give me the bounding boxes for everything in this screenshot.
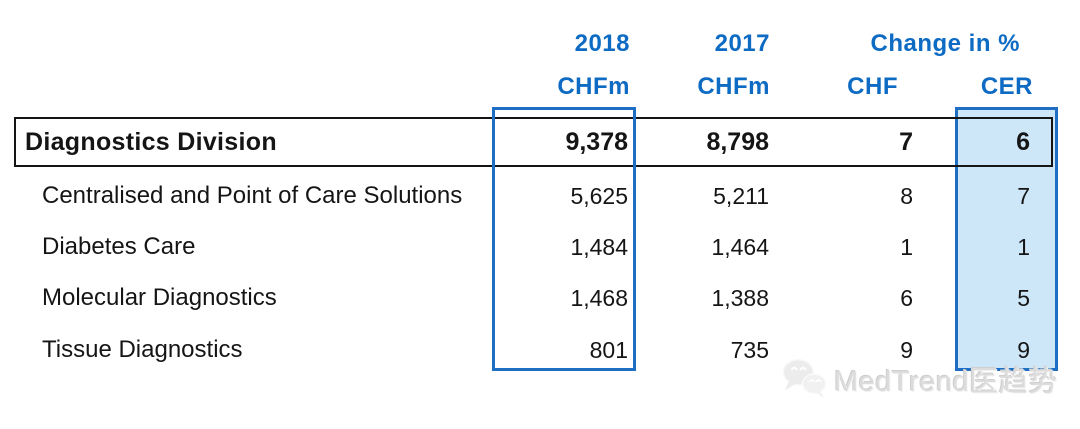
cell-2017: 5,211 <box>713 183 769 209</box>
cell-chf-change: 8 <box>900 183 913 209</box>
cell-cer-change: 7 <box>1017 183 1030 209</box>
cell-2018: 801 <box>589 337 628 363</box>
header-row-years: 2018 2017 Change in % <box>0 30 1080 58</box>
table-row-molecular-diagnostics: Molecular Diagnostics 1,468 1,388 6 5 <box>0 273 1080 323</box>
table-row-diagnostics-division: Diagnostics Division 9,378 8,798 7 6 <box>0 117 1080 167</box>
cell-2017: 8,798 <box>706 128 769 156</box>
header-row-units: CHFm CHFm CHF CER <box>0 73 1080 101</box>
row-label: Tissue Diagnostics <box>42 336 243 363</box>
cell-chf-change: 1 <box>900 234 913 260</box>
cell-2017: 735 <box>730 337 769 363</box>
cell-cer-change: 1 <box>1017 234 1030 260</box>
header-col-chf: CHF <box>847 73 898 100</box>
row-label: Diabetes Care <box>42 233 196 260</box>
table-row-centralised-point-of-care: Centralised and Point of Care Solutions … <box>0 171 1080 221</box>
header-col-cer: CER <box>980 73 1033 100</box>
cell-chf-change: 6 <box>900 285 913 311</box>
cell-2018: 1,484 <box>570 234 628 260</box>
header-change-in-percent: Change in % <box>870 30 1020 57</box>
cell-2018: 9,378 <box>565 128 628 156</box>
header-unit-chfm-2017: CHFm <box>697 73 770 100</box>
cell-2018: 1,468 <box>570 285 628 311</box>
row-label: Molecular Diagnostics <box>42 284 277 311</box>
cell-chf-change: 7 <box>899 128 913 156</box>
row-label: Diagnostics Division <box>25 128 277 156</box>
table-row-diabetes-care: Diabetes Care 1,484 1,464 1 1 <box>0 222 1080 272</box>
header-year-2017: 2017 <box>714 30 770 57</box>
cell-cer-change: 9 <box>1017 337 1030 363</box>
cell-cer-change: 6 <box>1016 128 1030 156</box>
cell-2017: 1,464 <box>711 234 769 260</box>
table-row-tissue-diagnostics: Tissue Diagnostics 801 735 9 9 <box>0 325 1080 375</box>
watermark-text: MedTrend医趋势 <box>834 366 1058 398</box>
cell-cer-change: 5 <box>1017 285 1030 311</box>
col-2018-highlight-box <box>492 107 636 371</box>
cell-chf-change: 9 <box>900 337 913 363</box>
header-unit-chfm-2018: CHFm <box>557 73 630 100</box>
cer-column-highlight <box>955 107 1058 371</box>
wechat-icon <box>782 359 827 399</box>
cell-2017: 1,388 <box>711 285 769 311</box>
watermark: MedTrend医趋势 <box>780 356 1058 402</box>
row-label: Centralised and Point of Care Solutions <box>42 182 463 209</box>
header-year-2018: 2018 <box>574 30 630 57</box>
cell-2018: 5,625 <box>570 183 628 209</box>
division-row-outline-box <box>14 117 1053 167</box>
